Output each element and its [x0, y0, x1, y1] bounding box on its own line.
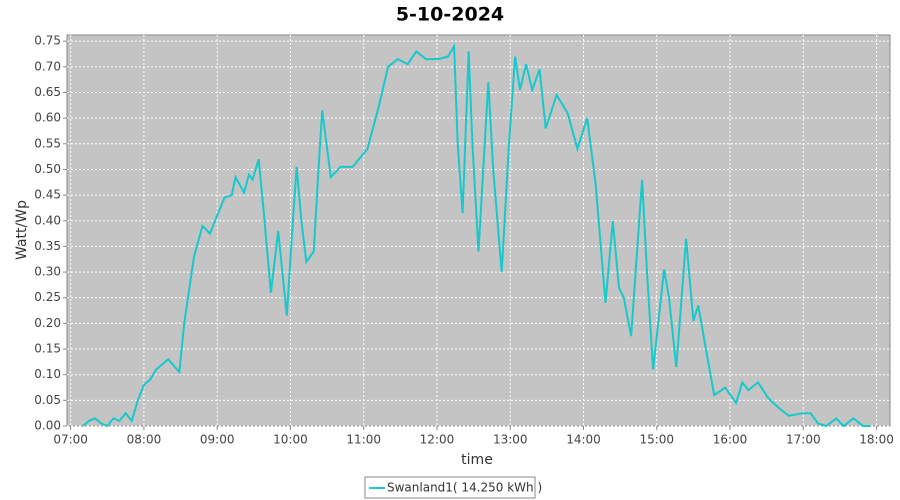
x-tick-label: 12:00: [420, 433, 455, 447]
x-tick-label: 10:00: [273, 433, 308, 447]
y-tick-label: 0.10: [34, 367, 61, 381]
x-tick-label: 09:00: [200, 433, 235, 447]
y-tick-label: 0.30: [34, 265, 61, 279]
y-tick-label: 0.25: [34, 290, 61, 304]
x-axis-label: time: [461, 452, 493, 468]
y-axis-label: Watt/Wp: [14, 200, 30, 260]
data-line: [82, 42, 871, 428]
x-tick-label: 08:00: [127, 433, 162, 447]
y-tick-label: 0.65: [34, 85, 61, 99]
x-tick-label: 16:00: [713, 433, 748, 447]
x-tick-label: 17:00: [786, 433, 821, 447]
chart-title: 5-10-2024: [396, 4, 504, 26]
y-tick-label: 0.60: [34, 111, 61, 125]
legend: [364, 476, 536, 499]
x-tick-label: 11:00: [346, 433, 381, 447]
y-tick-label: 0.55: [34, 136, 61, 150]
x-tick-label: 14:00: [566, 433, 601, 447]
x-tick-label: 18:00: [859, 433, 894, 447]
plot-layer: 0.00 0.05 0.10 0.15 0.20 0.25 0.30 0.35 0.40 0.45…: [34, 34, 894, 495]
y-tick-label: 0.00: [34, 419, 61, 433]
y-tick-label: 0.40: [34, 213, 61, 227]
y-tick-label: 0.15: [34, 342, 61, 356]
y-tick-label: 0.75: [34, 34, 61, 48]
x-tick-label: 13:00: [493, 433, 528, 447]
x-tick-label: 07:00: [53, 433, 88, 447]
y-tick-label: 0.45: [34, 188, 61, 202]
y-tick-label: 0.20: [34, 316, 61, 330]
y-tick-label: 0.50: [34, 162, 61, 176]
y-tick-label: 0.70: [34, 59, 61, 73]
plot-area: [66, 34, 891, 427]
legend-label: Swanland1( 14.250 kWh ): [387, 481, 542, 495]
y-tick-label: 0.05: [34, 393, 61, 407]
x-tick-label: 15:00: [639, 433, 674, 447]
y-tick-label: 0.35: [34, 239, 61, 253]
